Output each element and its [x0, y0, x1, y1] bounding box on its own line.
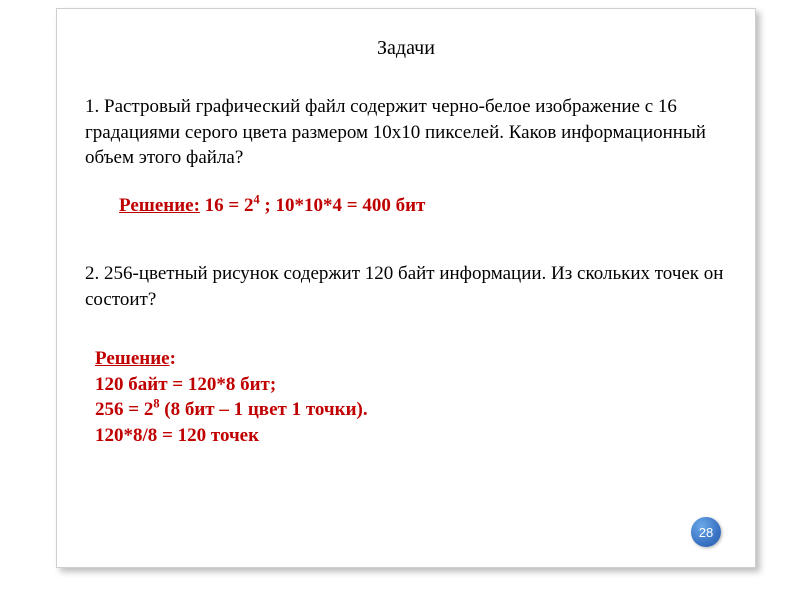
slide-title: Задачи	[85, 37, 727, 60]
solution-1: Решение: 16 = 24 ; 10*10*4 = 400 бит	[119, 195, 727, 217]
solution-2-line-2b: (8 бит – 1 цвет 1 точки).	[160, 399, 368, 420]
solution-2-colon: :	[170, 348, 176, 369]
solution-2-line-2a: 256 = 2	[95, 399, 153, 420]
problem-1-text: 1. Растровый графический файл содержит ч…	[85, 94, 727, 171]
solution-2-line-3: 120*8/8 = 120 точек	[95, 423, 727, 449]
page-number: 28	[699, 525, 713, 540]
slide-card: Задачи 1. Растровый графический файл сод…	[56, 8, 756, 568]
solution-1-part-b: ; 10*10*4 = 400 бит	[260, 195, 426, 216]
solution-1-label: Решение:	[119, 195, 200, 216]
solution-2: Решение: 120 байт = 120*8 бит; 256 = 28 …	[95, 346, 727, 449]
page-number-badge: 28	[691, 517, 721, 547]
solution-2-line-1: 120 байт = 120*8 бит;	[95, 372, 727, 398]
solution-1-part-a: 16 = 2	[200, 195, 254, 216]
solution-2-line-2: 256 = 28 (8 бит – 1 цвет 1 точки).	[95, 397, 727, 423]
problem-2-text: 2. 256-цветный рисунок содержит 120 байт…	[85, 261, 727, 312]
solution-2-line-0: Решение:	[95, 346, 727, 372]
solution-2-label: Решение	[95, 348, 170, 369]
